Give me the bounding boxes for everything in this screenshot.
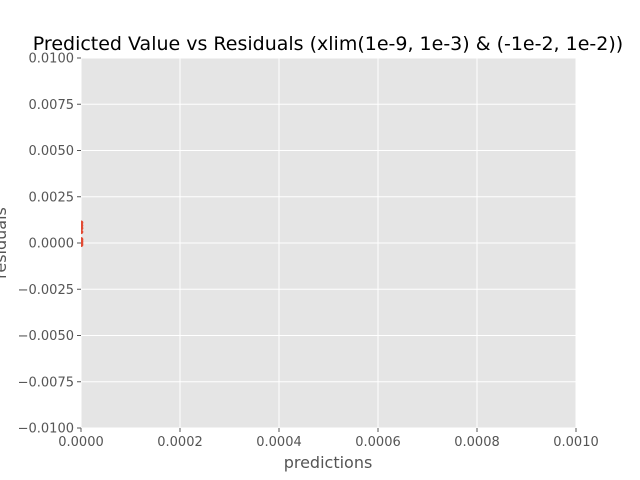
y-tick-label: 0.0050: [29, 144, 75, 159]
x-tick-label: 0.0008: [454, 435, 500, 450]
scatter-points: [81, 220, 84, 248]
x-tick-label: 0.0010: [553, 435, 599, 450]
chart-title: Predicted Value vs Residuals (xlim(1e-9,…: [33, 33, 623, 55]
x-tick-label: 0.0000: [58, 435, 104, 450]
y-tick-label: 0.0000: [29, 237, 75, 252]
y-axis-label: residuals: [0, 207, 10, 279]
x-tick-label: 0.0006: [355, 435, 401, 450]
y-tick-label: 0.0025: [29, 190, 75, 205]
scatter-point: [81, 242, 84, 248]
y-tick-label: −0.0100: [18, 422, 74, 437]
y-tick-label: −0.0075: [18, 375, 74, 390]
axis-ticks: 0.0000 0.0002 0.0004 0.0006 0.0008 0.0010 0.01…: [18, 52, 599, 451]
x-axis-label: predictions: [284, 453, 373, 472]
y-tick-label: −0.0025: [18, 283, 74, 298]
y-tick-label: 0.0100: [29, 52, 75, 67]
x-tick-label: 0.0004: [256, 435, 302, 450]
y-tick-label: −0.0050: [18, 329, 74, 344]
scatter-point: [81, 226, 84, 231]
y-tick-label: 0.0075: [29, 98, 75, 113]
x-tick-label: 0.0002: [157, 435, 203, 450]
grid: [80, 57, 577, 429]
scatter-point: [81, 229, 84, 235]
